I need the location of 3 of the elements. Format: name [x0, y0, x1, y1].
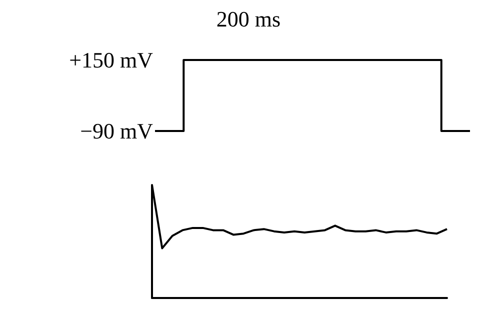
y-tick-label: +150 mV [69, 48, 154, 72]
text: 200 ms [216, 6, 281, 32]
y-tick-label: −90 mV [80, 118, 154, 144]
